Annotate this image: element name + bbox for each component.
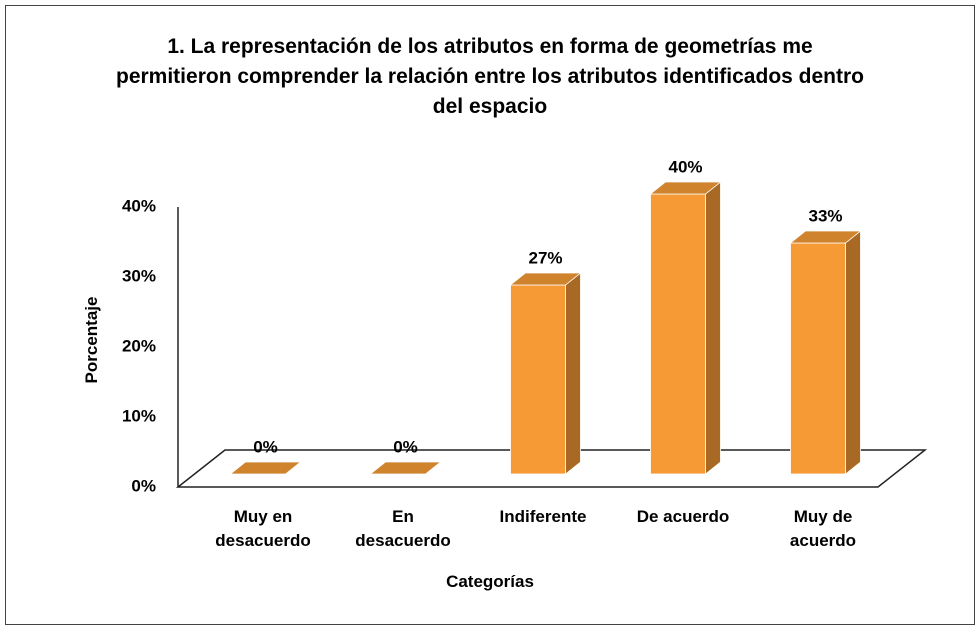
y-tick-label: 40% bbox=[122, 196, 156, 215]
x-tick-label: De acuerdo bbox=[636, 507, 730, 526]
data-label: 27% bbox=[528, 248, 562, 267]
data-label: 0% bbox=[393, 437, 418, 456]
y-tick-label: 20% bbox=[122, 336, 156, 355]
bar-top bbox=[369, 461, 442, 475]
bar-top bbox=[649, 181, 722, 195]
x-axis-label: Categorías bbox=[446, 572, 534, 591]
bar-side bbox=[705, 181, 721, 475]
bar-side bbox=[565, 272, 581, 475]
bar-front bbox=[650, 193, 706, 475]
x-tick-label: En desacuerdo bbox=[355, 507, 451, 550]
y-tick-label: 30% bbox=[122, 266, 156, 285]
data-label: 0% bbox=[253, 437, 278, 456]
bar-top bbox=[229, 461, 302, 475]
bar-side bbox=[845, 230, 861, 475]
chart-title: 1. La representación de los atributos en… bbox=[116, 35, 864, 118]
x-tick-label: Muy en desacuerdo bbox=[215, 507, 311, 550]
data-label: 40% bbox=[668, 157, 702, 176]
x-tick-label: Indiferente bbox=[499, 507, 587, 526]
frame-border bbox=[5, 5, 975, 625]
bar-front bbox=[510, 284, 566, 475]
y-tick-label: 0% bbox=[131, 476, 156, 495]
y-tick-label: 10% bbox=[122, 406, 156, 425]
bar-top bbox=[509, 272, 582, 286]
data-label: 33% bbox=[808, 206, 842, 225]
y-axis-label: Porcentaje bbox=[82, 296, 101, 384]
bar-front bbox=[790, 242, 846, 475]
x-tick-label: Muy de acuerdo bbox=[789, 507, 857, 550]
bar-top bbox=[789, 230, 862, 244]
